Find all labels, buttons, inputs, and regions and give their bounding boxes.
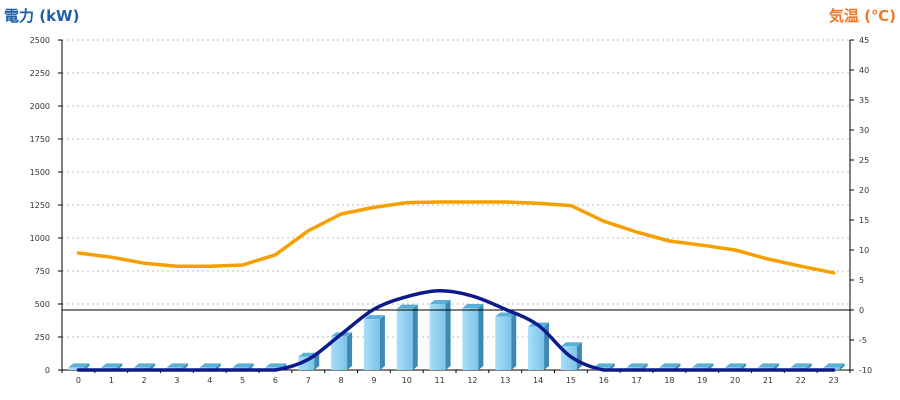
bar (331, 336, 348, 370)
bar-top (68, 363, 90, 368)
left-tick-label: 750 (35, 267, 50, 276)
bar (429, 304, 446, 370)
bar-top (823, 363, 845, 368)
bar-top (626, 363, 648, 368)
x-tick-label: 22 (796, 376, 806, 385)
bar-top (166, 363, 188, 368)
bar (462, 307, 479, 370)
bar-side (511, 312, 517, 370)
right-tick-label: 0 (859, 306, 864, 315)
x-tick-label: 4 (207, 376, 212, 385)
right-tick-label: 35 (859, 96, 869, 105)
x-tick-label: 7 (306, 376, 311, 385)
power-line (76, 289, 836, 372)
bar-side (576, 342, 582, 370)
x-tick-label: 1 (109, 376, 114, 385)
x-tick-label: 13 (500, 376, 510, 385)
bar-side (478, 303, 484, 370)
x-tick-label: 15 (566, 376, 576, 385)
x-tick-label: 20 (730, 376, 740, 385)
x-tick-label: 14 (533, 376, 543, 385)
bar-top (692, 363, 714, 368)
bar-top (790, 363, 812, 368)
left-tick-label: 2000 (30, 102, 50, 111)
bar (396, 308, 413, 370)
x-tick-label: 10 (402, 376, 412, 385)
bar-top (725, 363, 747, 368)
bar-top (757, 363, 779, 368)
x-tick-label: 0 (76, 376, 81, 385)
temperature-line (76, 200, 836, 275)
x-tick-label: 18 (664, 376, 674, 385)
x-tick-label: 5 (240, 376, 245, 385)
bar-top (593, 363, 615, 368)
bar-top (560, 342, 582, 347)
bar-top (134, 363, 156, 368)
bar-side (412, 304, 418, 370)
left-tick-label: 500 (35, 300, 50, 309)
left-axis-title: 電力 (kW) (4, 7, 80, 25)
left-tick-label: 1000 (30, 234, 50, 243)
right-tick-label: 15 (859, 216, 869, 225)
x-tick-label: 23 (828, 376, 838, 385)
x-tick-label: 12 (467, 376, 477, 385)
x-tick-label: 21 (763, 376, 773, 385)
right-tick-label: 30 (859, 126, 869, 135)
x-tick-label: 2 (142, 376, 147, 385)
bar-side (379, 315, 385, 370)
left-tick-label: 2500 (30, 36, 50, 45)
bar-top (363, 315, 385, 320)
right-tick-label: 40 (859, 66, 869, 75)
x-tick-label: 19 (697, 376, 707, 385)
bar-top (232, 363, 254, 368)
x-tick-label: 17 (631, 376, 641, 385)
bar-top (429, 300, 451, 304)
left-tick-label: 1250 (30, 201, 50, 210)
x-tick-label: 6 (273, 376, 278, 385)
bar-side (839, 363, 845, 370)
bar-top (396, 304, 418, 309)
bar-side (347, 332, 353, 370)
x-tick-label: 11 (434, 376, 444, 385)
right-tick-label: 10 (859, 246, 869, 255)
right-tick-label: 20 (859, 186, 869, 195)
bar-side (445, 300, 451, 370)
bar (495, 316, 512, 370)
bar-top (462, 303, 484, 308)
left-tick-label: 2250 (30, 69, 50, 78)
right-axis-title: 気温 (℃) (828, 7, 896, 25)
x-tick-label: 16 (599, 376, 609, 385)
bar-side (314, 352, 320, 370)
left-tick-label: 1750 (30, 135, 50, 144)
x-tick-label: 8 (339, 376, 344, 385)
left-tick-label: 1500 (30, 168, 50, 177)
left-tick-label: 250 (35, 333, 50, 342)
right-tick-label: 25 (859, 156, 869, 165)
x-tick-label: 9 (371, 376, 376, 385)
right-tick-label: 5 (859, 276, 864, 285)
bar (363, 319, 380, 370)
bar-top (199, 363, 221, 368)
right-tick-label: -10 (859, 366, 872, 375)
right-tick-label: 45 (859, 36, 869, 45)
left-tick-label: 0 (45, 366, 50, 375)
bar-top (265, 363, 287, 368)
x-tick-label: 3 (174, 376, 179, 385)
bar (68, 367, 85, 370)
bar-top (659, 363, 681, 368)
bar (528, 326, 545, 370)
bar-top (101, 363, 123, 368)
right-tick-label: -5 (859, 336, 867, 345)
